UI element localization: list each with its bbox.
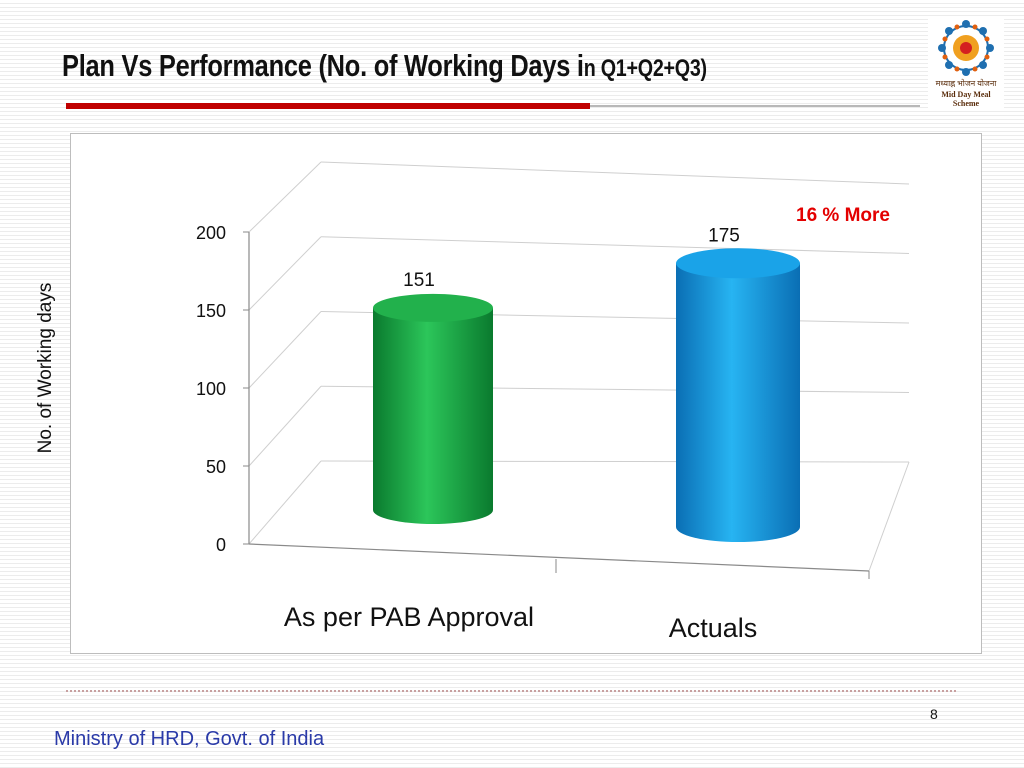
gridline-side (248, 161, 322, 233)
gridline-side (248, 311, 322, 389)
page-number: 8 (930, 706, 938, 722)
bar-1-top (373, 293, 493, 322)
x-category-label-1: As per PAB Approval (284, 602, 534, 632)
gridline-side (248, 385, 322, 467)
gridline (320, 236, 910, 254)
gridline-side (248, 460, 322, 545)
slide-title-small: n Q1+Q2+Q3) (583, 55, 707, 82)
logo-caption-hindi: मध्याह्न भोजन योजना (935, 79, 997, 88)
y-axis-title-text: No. of Working days (35, 282, 56, 454)
title-underline-red (66, 103, 590, 109)
data-label-1: 151 (403, 270, 435, 291)
data-label-2: 175 (708, 225, 740, 246)
floor-edge-right (868, 461, 910, 572)
gridline (320, 161, 910, 185)
footer-text: Ministry of HRD, Govt. of India (54, 728, 325, 750)
y-tick-label: 150 (196, 301, 226, 321)
logo-caption-english: Mid Day Meal Scheme (941, 90, 991, 108)
y-tick-label: 50 (206, 457, 226, 477)
x-category-label-2: Actuals (669, 613, 758, 643)
chart-area: 0 50 100 150 200 151 As per PAB Approval 175 Act… (70, 133, 982, 654)
y-tick-label: 100 (196, 379, 226, 399)
bar-2 (676, 263, 800, 542)
footer-divider (66, 690, 956, 692)
title-underline-gray (590, 105, 920, 107)
mid-day-meal-logo: मध्याह्न भोजन योजना Mid Day Meal Scheme (928, 18, 1004, 110)
mid-day-meal-scheme-logo-icon (938, 20, 994, 76)
y-tick-label: 200 (196, 223, 226, 243)
bar-2-top (676, 248, 800, 279)
slide-title-main: Plan Vs Performance (No. of Working Days… (62, 48, 584, 83)
bar-chart: 0 50 100 150 200 151 As per PAB Approval 175 Act… (196, 161, 910, 643)
x-axis-line (248, 543, 870, 572)
y-tick-label: 0 (216, 535, 226, 555)
chart-annotation: 16 % More (796, 205, 890, 226)
gridline-side (248, 236, 322, 311)
slide-title: Plan Vs Performance (No. of Working Days… (62, 48, 707, 84)
bar-1 (373, 307, 493, 524)
